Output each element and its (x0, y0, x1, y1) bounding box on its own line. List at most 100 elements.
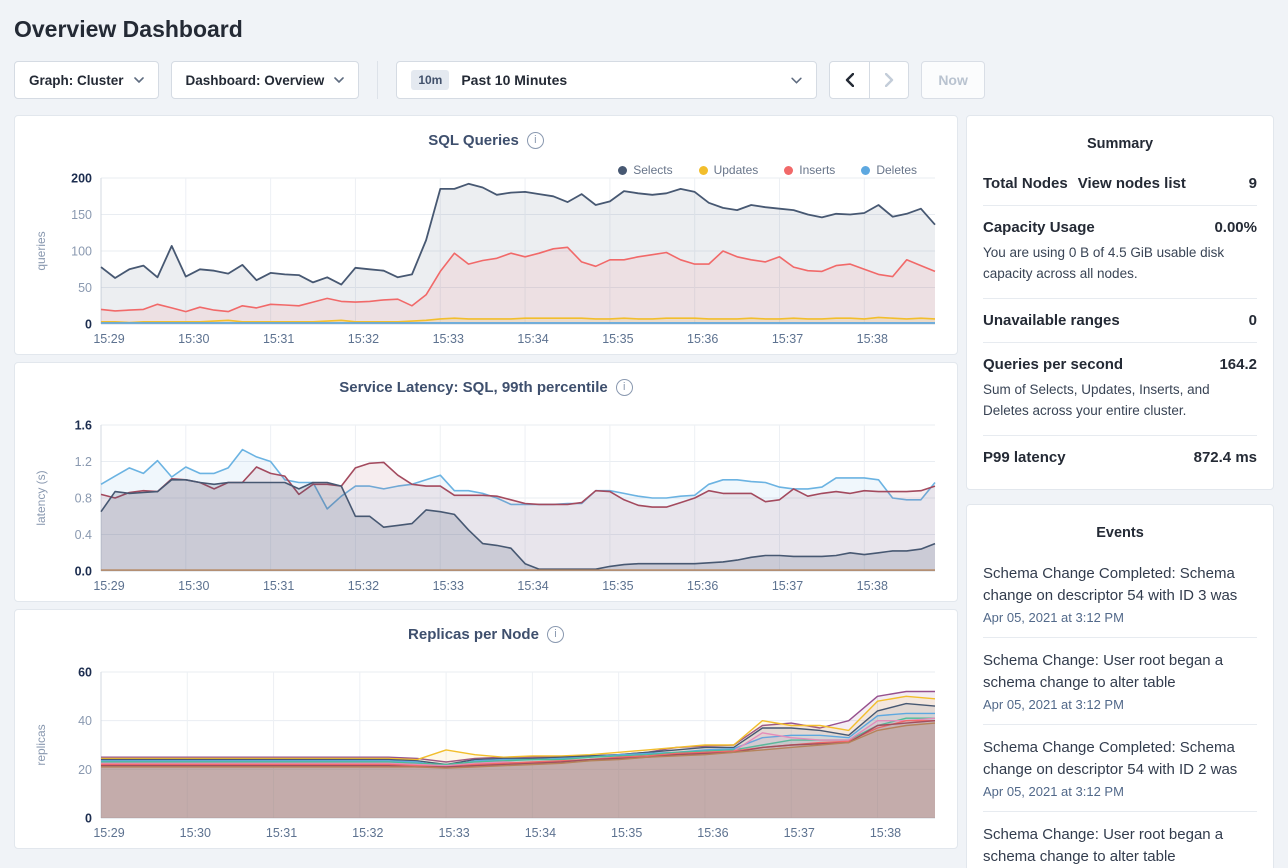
svg-text:15:36: 15:36 (687, 579, 718, 593)
sql-queries-chart[interactable]: 0 50 100 150 200 15:29 15:30 15:31 15:32 15:33 15:… (29, 172, 945, 350)
summary-label: P99 latency (983, 448, 1066, 466)
event-timestamp: Apr 05, 2021 at 3:12 PM (983, 783, 1124, 799)
svg-text:15:33: 15:33 (433, 332, 464, 346)
dashboard-dropdown-label: Dashboard: Overview (185, 72, 325, 88)
summary-item-capacity-usage: Capacity Usage 0.00% You are using 0 B o… (983, 205, 1257, 298)
svg-text:0.8: 0.8 (75, 492, 92, 506)
chart-title: Service Latency: SQL, 99th percentile (339, 378, 608, 396)
legend-item[interactable]: Deletes (861, 163, 917, 177)
svg-text:15:31: 15:31 (263, 332, 294, 346)
charts-column: SQL Queries Selects Updates Inserts (14, 115, 958, 849)
svg-text:15:38: 15:38 (857, 332, 888, 346)
next-range-button[interactable] (869, 62, 908, 98)
view-nodes-link[interactable]: View nodes list (1077, 175, 1186, 192)
svg-text:1.6: 1.6 (75, 419, 92, 433)
svg-text:15:38: 15:38 (870, 826, 901, 840)
chevron-left-icon (845, 73, 855, 87)
info-icon[interactable] (615, 378, 633, 396)
summary-description: You are using 0 B of 4.5 GiB usable disk… (983, 245, 1225, 281)
legend-item[interactable]: Updates (698, 163, 758, 177)
chart-panel-sql-queries: SQL Queries Selects Updates Inserts (14, 115, 958, 355)
event-text: Schema Change Completed: Schema change o… (983, 564, 1238, 604)
event-timestamp: Apr 05, 2021 at 3:12 PM (983, 696, 1124, 712)
svg-text:15:37: 15:37 (772, 579, 803, 593)
summary-panel: Summary Total Nodes View nodes list 9 Ca… (966, 115, 1274, 490)
svg-text:15:35: 15:35 (602, 332, 633, 346)
svg-text:100: 100 (71, 245, 92, 259)
svg-text:15:34: 15:34 (517, 579, 548, 593)
events-title: Events (1096, 524, 1144, 541)
svg-text:0.0: 0.0 (75, 565, 92, 579)
chart-panel-service-latency: Service Latency: SQL, 99th percentile 0.… (14, 362, 958, 602)
summary-value: 872.4 ms (1193, 448, 1257, 466)
event-item: Schema Change Completed: Schema change o… (983, 551, 1257, 637)
svg-text:15:34: 15:34 (517, 332, 548, 346)
summary-title: Summary (1086, 136, 1154, 152)
time-range-pager (829, 61, 910, 99)
svg-text:15:29: 15:29 (93, 332, 124, 346)
svg-text:15:29: 15:29 (93, 826, 124, 840)
dashboard-dropdown[interactable]: Dashboard: Overview (170, 61, 360, 99)
summary-item-total-nodes: Total Nodes View nodes list 9 (983, 162, 1257, 205)
svg-text:replicas: replicas (34, 724, 48, 765)
service-latency-chart[interactable]: 0.0 0.4 0.8 1.2 1.6 15:29 15:30 15:31 15:32 15:33… (29, 419, 945, 597)
svg-text:15:35: 15:35 (602, 579, 633, 593)
svg-text:50: 50 (78, 281, 92, 295)
legend-dot-selects (618, 165, 628, 175)
prev-range-button[interactable] (830, 62, 869, 98)
svg-text:latency (s): latency (s) (34, 470, 48, 525)
replicas-per-node-chart[interactable]: 0 20 40 60 15:29 15:30 15:31 15:32 15:33 15:34 15:… (29, 666, 945, 844)
svg-text:60: 60 (78, 666, 92, 680)
graph-dropdown[interactable]: Graph: Cluster (14, 61, 159, 99)
summary-description: Sum of Selects, Updates, Inserts, and De… (983, 381, 1210, 418)
summary-value: 9 (1248, 175, 1257, 192)
svg-text:150: 150 (71, 208, 92, 222)
svg-text:15:31: 15:31 (263, 579, 294, 593)
svg-text:15:36: 15:36 (697, 826, 728, 840)
toolbar: Graph: Cluster Dashboard: Overview 10m P… (14, 61, 1274, 99)
legend-dot-inserts (784, 165, 794, 175)
svg-text:15:32: 15:32 (348, 579, 379, 593)
legend-item[interactable]: Selects (618, 163, 673, 177)
sidebar: Summary Total Nodes View nodes list 9 Ca… (966, 115, 1274, 868)
svg-text:15:33: 15:33 (438, 826, 469, 840)
chevron-down-icon (791, 77, 802, 84)
svg-text:15:30: 15:30 (180, 826, 211, 840)
svg-text:15:30: 15:30 (178, 332, 209, 346)
svg-text:15:32: 15:32 (348, 332, 379, 346)
svg-text:15:31: 15:31 (266, 826, 297, 840)
graph-dropdown-label: Graph: Cluster (29, 72, 124, 88)
event-text: Schema Change Completed: Schema change o… (983, 738, 1238, 778)
info-icon[interactable] (546, 625, 564, 643)
svg-text:0: 0 (85, 812, 92, 826)
svg-text:15:36: 15:36 (687, 332, 718, 346)
svg-text:200: 200 (71, 172, 92, 186)
legend-dot-updates (698, 165, 708, 175)
svg-text:15:38: 15:38 (857, 579, 888, 593)
summary-item-unavailable-ranges: Unavailable ranges 0 (983, 297, 1257, 342)
chart-legend: Selects Updates Inserts Deletes (618, 163, 917, 177)
legend-item[interactable]: Inserts (784, 163, 835, 177)
event-text: Schema Change: User root began a schema … (983, 651, 1224, 691)
svg-text:15:35: 15:35 (611, 826, 642, 840)
time-range-selector[interactable]: 10m Past 10 Minutes (396, 61, 818, 99)
now-button[interactable]: Now (921, 61, 985, 99)
event-item: Schema Change: User root began a schema … (983, 636, 1257, 724)
svg-text:1.2: 1.2 (75, 455, 92, 469)
chevron-down-icon (133, 77, 144, 83)
toolbar-divider (377, 61, 379, 99)
summary-label: Queries per second (983, 355, 1124, 373)
svg-text:0.4: 0.4 (75, 528, 92, 542)
chevron-down-icon (334, 77, 345, 83)
page-title: Overview Dashboard (14, 16, 243, 42)
svg-text:queries: queries (34, 231, 48, 270)
event-text: Schema Change: User root began a schema … (983, 825, 1224, 865)
chevron-right-icon (884, 73, 894, 87)
svg-text:15:37: 15:37 (772, 332, 803, 346)
summary-value: 0 (1248, 311, 1257, 329)
time-range-label: Past 10 Minutes (461, 72, 568, 88)
events-panel: Events Schema Change Completed: Schema c… (966, 503, 1274, 868)
info-icon[interactable] (526, 131, 544, 149)
svg-text:15:37: 15:37 (784, 826, 815, 840)
